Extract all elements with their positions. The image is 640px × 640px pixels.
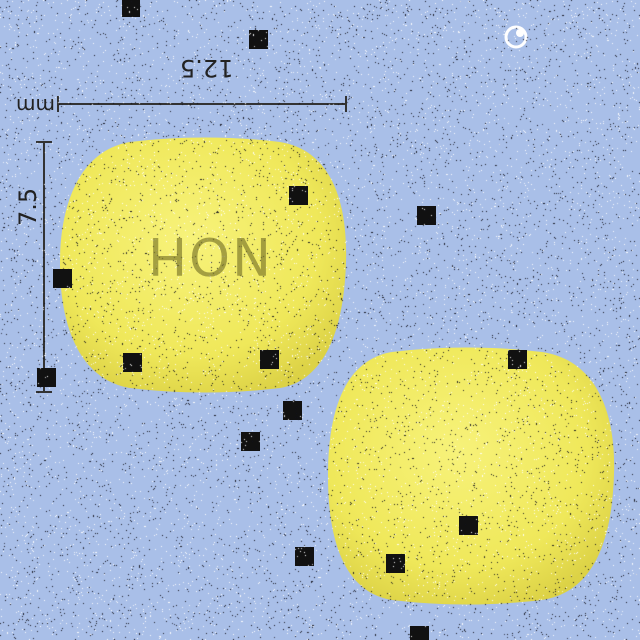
height-label: 7.5 [14, 187, 42, 226]
pill-imprint: NOH [146, 225, 271, 285]
unit-label: mm [16, 94, 55, 118]
width-label: 12.5 [180, 54, 234, 82]
